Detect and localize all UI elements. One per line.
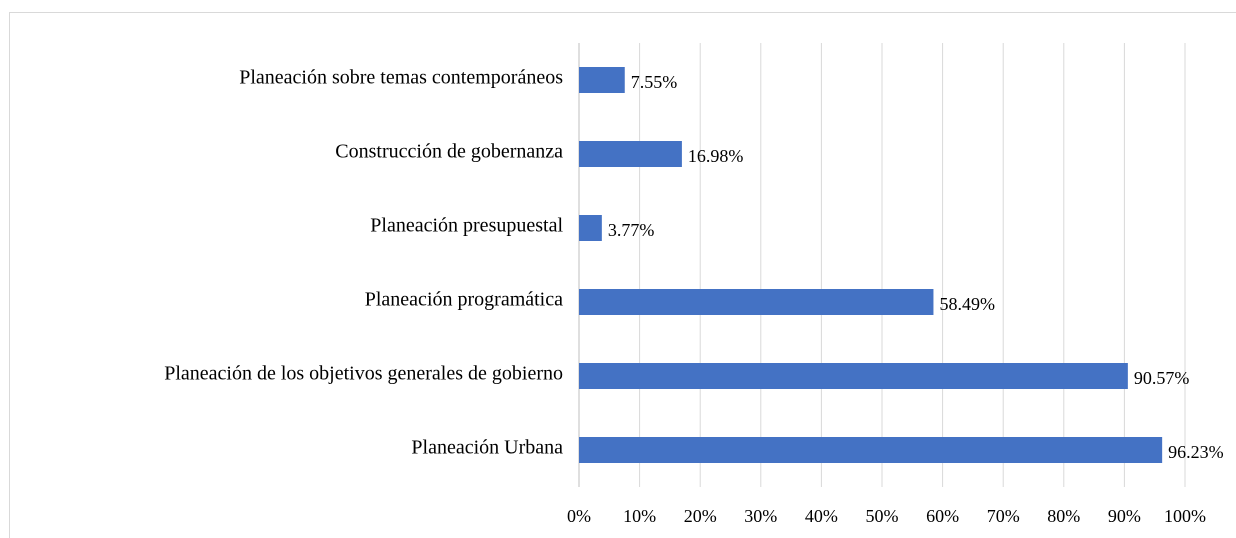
x-tick-label: 40%	[805, 506, 838, 526]
category-label: Planeación Urbana	[411, 437, 563, 459]
category-label: Planeación presupuestal	[370, 215, 563, 237]
x-tick-label: 80%	[1047, 506, 1080, 526]
category-label: Construcción de gobernanza	[335, 141, 563, 163]
x-tick-label: 60%	[926, 506, 959, 526]
x-tick-label: 10%	[623, 506, 656, 526]
data-label: 16.98%	[688, 146, 744, 166]
x-tick-label: 100%	[1164, 506, 1206, 526]
x-tick-label: 0%	[567, 506, 591, 526]
bar	[579, 215, 602, 241]
x-tick-label: 30%	[744, 506, 777, 526]
x-tick-label: 50%	[866, 506, 899, 526]
bar	[579, 437, 1163, 463]
data-label: 58.49%	[939, 294, 995, 314]
bar	[579, 289, 934, 315]
category-label: Planeación programática	[365, 289, 563, 311]
category-label: Planeación sobre temas contemporáneos	[239, 67, 563, 89]
x-tick-label: 20%	[684, 506, 717, 526]
data-label: 3.77%	[608, 220, 655, 240]
bar	[579, 363, 1128, 389]
data-label: 90.57%	[1134, 368, 1190, 388]
x-tick-label: 90%	[1108, 506, 1141, 526]
data-label: 7.55%	[631, 72, 678, 92]
bar	[579, 67, 625, 93]
bar	[579, 141, 682, 167]
chart-border	[9, 12, 1236, 538]
data-label: 96.23%	[1168, 442, 1224, 462]
category-label: Planeación de los objetivos generales de…	[164, 363, 563, 385]
x-tick-label: 70%	[987, 506, 1020, 526]
